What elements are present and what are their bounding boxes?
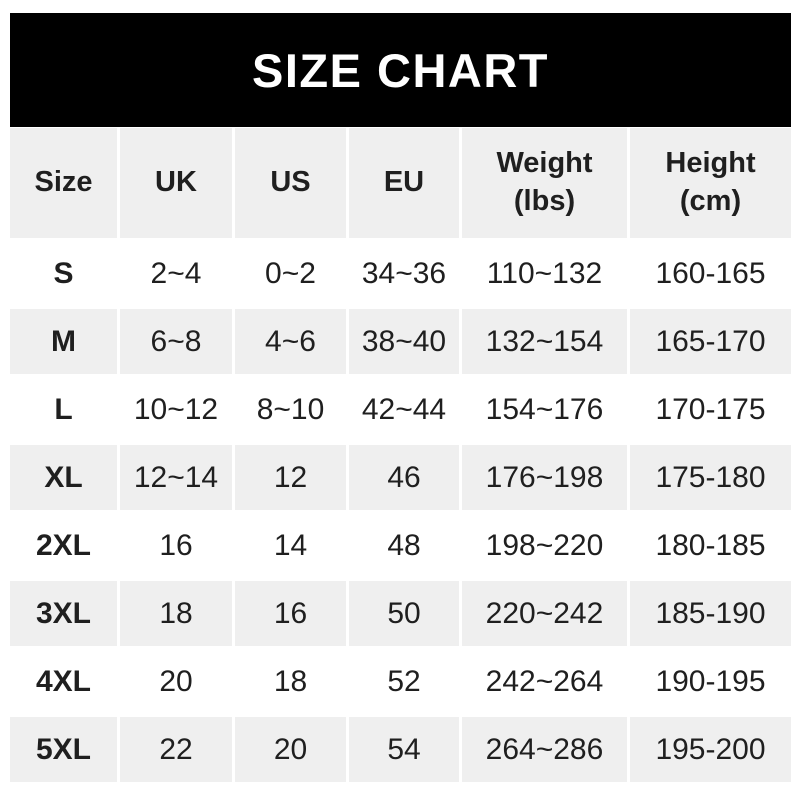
cell-uk: 12~14	[120, 445, 232, 510]
cell-size: M	[10, 309, 117, 374]
cell-height: 175-180	[630, 445, 791, 510]
column-header-sublabel: (lbs)	[513, 185, 576, 217]
column-header-eu: EU	[349, 128, 459, 238]
cell-weight: 242~264	[462, 649, 627, 714]
cell-weight: 154~176	[462, 377, 627, 442]
cell-uk: 20	[120, 649, 232, 714]
column-header-height: Height (cm)	[630, 128, 791, 238]
cell-us: 16	[235, 581, 346, 646]
cell-us: 0~2	[235, 241, 346, 306]
cell-us: 18	[235, 649, 346, 714]
column-header-label: UK	[155, 166, 197, 199]
cell-height: 160-165	[630, 241, 791, 306]
cell-size: L	[10, 377, 117, 442]
title-bar: SIZE CHART	[10, 13, 791, 127]
cell-height: 185-190	[630, 581, 791, 646]
cell-us: 12	[235, 445, 346, 510]
cell-us: 14	[235, 513, 346, 578]
cell-eu: 50	[349, 581, 459, 646]
cell-height: 170-175	[630, 377, 791, 442]
cell-uk: 2~4	[120, 241, 232, 306]
cell-us: 20	[235, 717, 346, 782]
cell-size: 3XL	[10, 581, 117, 646]
cell-size: S	[10, 241, 117, 306]
cell-size: 4XL	[10, 649, 117, 714]
cell-us: 4~6	[235, 309, 346, 374]
cell-eu: 34~36	[349, 241, 459, 306]
cell-height: 165-170	[630, 309, 791, 374]
page-title: SIZE CHART	[252, 43, 549, 97]
cell-weight: 198~220	[462, 513, 627, 578]
cell-eu: 52	[349, 649, 459, 714]
cell-height: 180-185	[630, 513, 791, 578]
cell-uk: 6~8	[120, 309, 232, 374]
column-header-size: Size	[10, 128, 117, 238]
cell-us: 8~10	[235, 377, 346, 442]
cell-weight: 264~286	[462, 717, 627, 782]
cell-eu: 38~40	[349, 309, 459, 374]
cell-eu: 42~44	[349, 377, 459, 442]
cell-uk: 18	[120, 581, 232, 646]
column-header-label: Size	[34, 166, 93, 199]
column-header-label: EU	[383, 166, 425, 199]
cell-weight: 132~154	[462, 309, 627, 374]
cell-eu: 48	[349, 513, 459, 578]
cell-size: 2XL	[10, 513, 117, 578]
column-header-label: US	[270, 166, 311, 199]
cell-weight: 110~132	[462, 241, 627, 306]
cell-height: 195-200	[630, 717, 791, 782]
column-header-label: Height	[665, 147, 756, 180]
cell-size: XL	[10, 445, 117, 510]
cell-eu: 54	[349, 717, 459, 782]
cell-size: 5XL	[10, 717, 117, 782]
column-header-uk: UK	[120, 128, 232, 238]
column-header-label: Weight	[496, 147, 593, 180]
column-header-sublabel: (cm)	[679, 185, 742, 217]
cell-weight: 176~198	[462, 445, 627, 510]
column-header-weight: Weight (lbs)	[462, 128, 627, 238]
cell-eu: 46	[349, 445, 459, 510]
column-header-us: US	[235, 128, 346, 238]
size-table: Size UK US EU Weight (lbs) Height (cm)	[10, 128, 791, 782]
size-chart-page: SIZE CHART Size UK US EU Weight (lbs)	[10, 13, 791, 782]
cell-height: 190-195	[630, 649, 791, 714]
cell-uk: 10~12	[120, 377, 232, 442]
cell-uk: 22	[120, 717, 232, 782]
cell-weight: 220~242	[462, 581, 627, 646]
cell-uk: 16	[120, 513, 232, 578]
